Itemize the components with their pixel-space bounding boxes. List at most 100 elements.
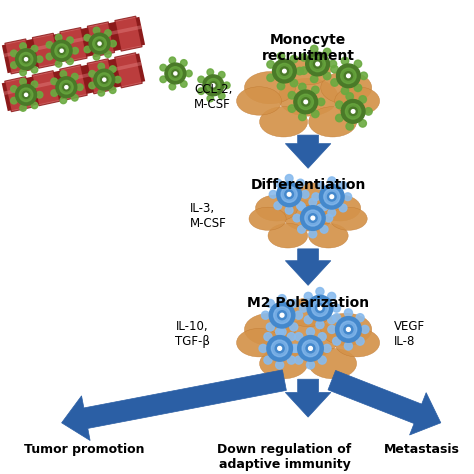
Circle shape	[31, 66, 38, 73]
Circle shape	[165, 63, 186, 84]
Circle shape	[285, 190, 293, 199]
Circle shape	[310, 56, 325, 72]
Circle shape	[346, 328, 350, 331]
Circle shape	[290, 79, 298, 87]
Circle shape	[317, 98, 325, 106]
Circle shape	[307, 295, 333, 321]
Text: Monocyte
recruitment: Monocyte recruitment	[262, 33, 355, 64]
Circle shape	[262, 311, 270, 319]
Circle shape	[351, 109, 355, 113]
Circle shape	[336, 317, 361, 342]
Circle shape	[317, 182, 324, 189]
Circle shape	[20, 43, 27, 49]
Text: Differentiation: Differentiation	[250, 178, 366, 192]
Circle shape	[84, 35, 91, 41]
Circle shape	[320, 226, 328, 233]
Circle shape	[267, 336, 292, 361]
Circle shape	[259, 344, 267, 353]
Circle shape	[10, 50, 17, 57]
Circle shape	[285, 206, 293, 214]
Polygon shape	[32, 33, 60, 68]
Circle shape	[323, 344, 331, 353]
Circle shape	[22, 91, 30, 99]
Ellipse shape	[309, 348, 356, 379]
Ellipse shape	[260, 107, 308, 137]
Circle shape	[181, 81, 187, 87]
Circle shape	[298, 94, 313, 109]
Circle shape	[174, 72, 177, 75]
Ellipse shape	[321, 72, 372, 104]
Circle shape	[20, 78, 27, 85]
Circle shape	[328, 292, 336, 301]
Circle shape	[46, 53, 53, 60]
Circle shape	[297, 179, 304, 187]
Circle shape	[311, 86, 319, 94]
Ellipse shape	[290, 182, 327, 206]
Circle shape	[60, 49, 63, 52]
Circle shape	[318, 333, 326, 341]
Circle shape	[198, 88, 204, 94]
Ellipse shape	[309, 223, 348, 248]
Circle shape	[10, 62, 17, 68]
Circle shape	[103, 78, 106, 81]
Circle shape	[302, 340, 319, 357]
Polygon shape	[87, 22, 115, 57]
Circle shape	[310, 46, 318, 53]
Circle shape	[309, 198, 317, 206]
Circle shape	[60, 71, 67, 77]
Polygon shape	[328, 371, 441, 435]
Circle shape	[344, 325, 353, 334]
Circle shape	[273, 307, 291, 324]
Circle shape	[278, 346, 282, 350]
Circle shape	[290, 300, 298, 308]
Circle shape	[304, 100, 308, 104]
Circle shape	[361, 325, 369, 334]
Circle shape	[160, 76, 166, 82]
Circle shape	[105, 30, 111, 36]
Circle shape	[356, 337, 364, 345]
Circle shape	[98, 42, 101, 45]
Circle shape	[51, 90, 57, 96]
Text: CCL-2,
M-CSF: CCL-2, M-CSF	[194, 83, 233, 111]
Circle shape	[98, 63, 105, 70]
Circle shape	[299, 83, 306, 91]
Circle shape	[292, 344, 300, 353]
Circle shape	[354, 60, 362, 68]
Circle shape	[10, 97, 17, 104]
Circle shape	[360, 72, 367, 80]
Circle shape	[344, 193, 352, 201]
Circle shape	[31, 102, 38, 109]
Circle shape	[295, 333, 303, 341]
Circle shape	[356, 314, 364, 322]
Circle shape	[294, 311, 302, 319]
Circle shape	[109, 66, 116, 73]
Circle shape	[306, 361, 315, 369]
Circle shape	[287, 333, 295, 341]
Circle shape	[316, 288, 324, 296]
Circle shape	[337, 64, 360, 88]
Circle shape	[25, 93, 27, 96]
Circle shape	[181, 60, 187, 66]
Circle shape	[219, 72, 225, 78]
Circle shape	[290, 323, 298, 331]
Circle shape	[271, 340, 288, 357]
Circle shape	[311, 216, 315, 220]
Circle shape	[323, 72, 331, 80]
Circle shape	[295, 356, 303, 364]
Circle shape	[46, 42, 53, 48]
Circle shape	[278, 328, 286, 336]
Circle shape	[336, 101, 343, 109]
Circle shape	[293, 214, 301, 222]
Circle shape	[22, 55, 30, 63]
Ellipse shape	[286, 298, 330, 327]
Circle shape	[210, 82, 217, 89]
Circle shape	[19, 53, 33, 66]
Circle shape	[301, 206, 325, 230]
Circle shape	[281, 186, 297, 202]
Circle shape	[72, 94, 78, 101]
Circle shape	[20, 105, 27, 111]
Ellipse shape	[319, 195, 361, 221]
Ellipse shape	[335, 328, 380, 357]
Ellipse shape	[249, 207, 286, 230]
Circle shape	[169, 67, 182, 80]
